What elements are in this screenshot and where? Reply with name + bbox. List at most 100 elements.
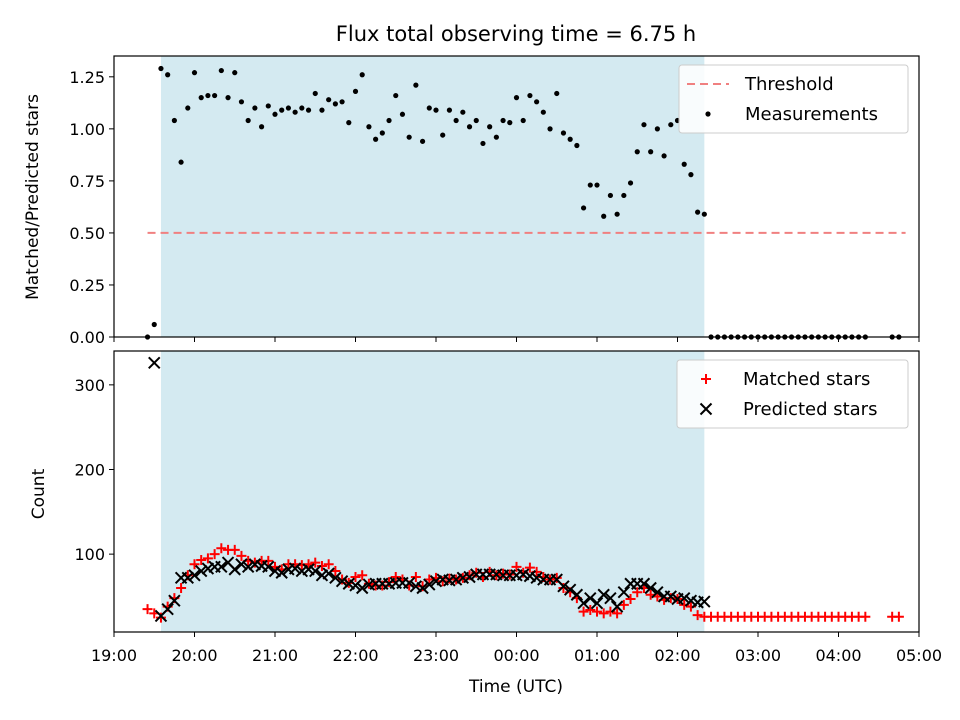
data-point [668, 122, 674, 128]
data-point [299, 105, 305, 111]
x-tick-label: 01:00 [574, 646, 620, 665]
data-point [584, 591, 597, 605]
bottom-y-axis-label: Count [29, 468, 49, 519]
data-point [416, 581, 429, 595]
data-point [393, 92, 399, 99]
data-point [410, 571, 421, 582]
data-point [419, 138, 426, 144]
data-point [551, 572, 562, 583]
data-point [893, 611, 904, 622]
y-tick-label: 100 [74, 545, 105, 564]
data-point [384, 577, 395, 588]
legend-label: Matched stars [743, 369, 870, 390]
data-point [399, 111, 406, 117]
series-matched-stars [142, 543, 904, 623]
data-point [664, 590, 677, 603]
data-point [641, 122, 647, 128]
data-point [580, 205, 587, 211]
data-point [350, 571, 361, 582]
data-point [245, 117, 251, 124]
x-tick-label: 20:00 [171, 646, 217, 665]
data-point [681, 161, 687, 167]
data-point [500, 117, 506, 124]
top-y-axis-label: Matched/Predicted stars [23, 94, 43, 300]
data-point [262, 560, 275, 574]
data-point [212, 92, 218, 99]
data-point [618, 599, 629, 610]
data-point [487, 124, 493, 130]
data-point [288, 562, 302, 575]
data-point [238, 99, 245, 105]
legend-label: Measurements [745, 104, 878, 125]
data-point [142, 604, 153, 615]
data-point [151, 321, 157, 328]
data-point [232, 70, 238, 76]
data-point [627, 180, 634, 186]
data-point [453, 117, 459, 124]
data-point [473, 117, 479, 124]
x-tick-label: 04:00 [815, 646, 861, 665]
data-point [520, 117, 526, 124]
y-tick-label: 1.00 [69, 120, 105, 139]
data-point [637, 577, 651, 590]
data-point [493, 134, 499, 140]
data-point [558, 582, 569, 593]
legend-marker [701, 374, 711, 384]
x-tick-label: 21:00 [252, 646, 298, 665]
data-point [305, 107, 312, 113]
data-point [228, 563, 241, 576]
data-point [189, 559, 200, 570]
data-point [560, 130, 567, 136]
y-tick-label: 200 [74, 460, 105, 479]
data-point [326, 97, 332, 103]
data-point [373, 136, 379, 142]
count-panel: 19:00 20:00 21:00 22:00 23:00 00:00 01:00 02:00… [74, 350, 942, 665]
data-point [252, 105, 258, 111]
data-point [241, 560, 255, 574]
data-point [168, 594, 181, 607]
x-tick-label: 19:00 [91, 646, 137, 665]
data-point [527, 92, 533, 99]
data-point [279, 107, 285, 113]
data-point [578, 606, 589, 617]
data-point [165, 72, 171, 78]
data-point [379, 130, 385, 136]
data-point [644, 581, 657, 595]
data-point [202, 553, 213, 564]
legend-box [678, 64, 909, 134]
data-point [426, 105, 432, 111]
data-point [359, 72, 365, 78]
data-point [181, 571, 194, 585]
data-point [216, 543, 227, 554]
data-point [423, 578, 436, 591]
data-point [356, 581, 369, 595]
x-tick-label: 03:00 [735, 646, 781, 665]
data-point [191, 70, 198, 76]
data-point [417, 581, 428, 592]
data-point [567, 136, 573, 142]
data-point [661, 153, 667, 159]
data-point [272, 111, 278, 117]
data-point [440, 132, 446, 138]
data-point [577, 597, 590, 610]
data-point [621, 192, 627, 199]
y-tick-label: 1.25 [69, 68, 105, 87]
data-point [155, 612, 166, 623]
data-point [171, 117, 177, 124]
data-point [601, 213, 607, 219]
data-point [446, 107, 453, 113]
data-point [480, 140, 486, 147]
data-point [161, 602, 174, 616]
legend-label: Predicted stars [743, 399, 877, 420]
data-point [607, 192, 614, 199]
data-point [185, 105, 191, 111]
data-point [654, 126, 660, 132]
x-tick-label: 00:00 [493, 646, 539, 665]
x-tick-label: 23:00 [413, 646, 459, 665]
data-point [678, 591, 691, 605]
data-point [176, 582, 187, 593]
legend-box [676, 359, 909, 429]
data-point [258, 124, 265, 130]
series-measurements [144, 65, 902, 340]
